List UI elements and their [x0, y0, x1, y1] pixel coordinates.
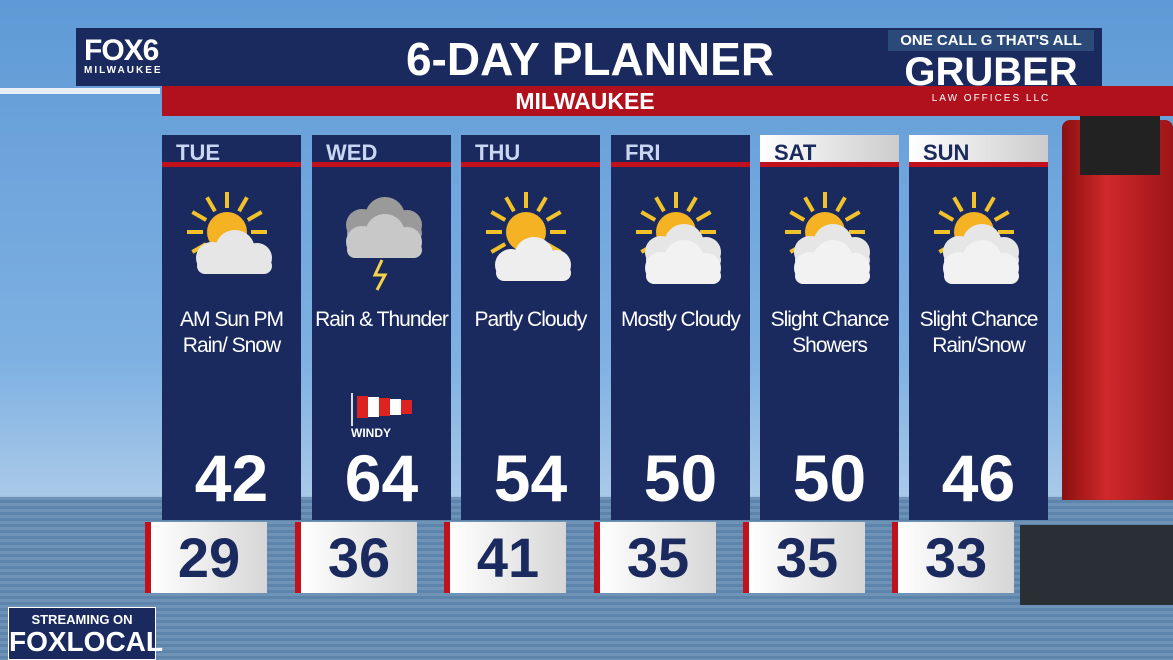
- low-temp: 36: [295, 522, 417, 593]
- day-label: FRI: [611, 135, 750, 167]
- day-card-wed: WED Rain & Thunder WINDY 64: [312, 135, 451, 520]
- windsock-icon: WINDY: [347, 388, 417, 448]
- partly-cloudy-icon: [486, 192, 571, 281]
- sponsor-name: GRUBER: [904, 50, 1078, 94]
- day-card-sun: SUN Slight Chance Rain/Snow 46: [909, 135, 1048, 520]
- day-label: SUN: [909, 135, 1048, 167]
- logo-text: FOX6: [84, 34, 159, 67]
- fox6-logo: FOX6 MILWAUKEE: [84, 36, 163, 76]
- condition-text: AM Sun PM Rain/ Snow: [179, 308, 284, 357]
- lighthouse-lantern: [1080, 115, 1160, 175]
- condition-text: Partly Cloudy: [474, 308, 588, 331]
- day-card-tue: TUE AM Sun PM Rain/ Snow 42: [162, 135, 301, 520]
- sun-cloud-icon: [187, 192, 272, 274]
- low-temp: 29: [145, 522, 267, 593]
- foxlocal-logo: FOXLOCAL: [9, 626, 163, 657]
- pier-image: [1020, 525, 1173, 605]
- mostly-cloudy-icon: [934, 192, 1019, 284]
- low-temp: 33: [892, 522, 1014, 593]
- day-card-thu: THU Partly Cloudy 54: [461, 135, 600, 520]
- day-label: WED: [312, 135, 451, 167]
- condition-text: Slight Chance Showers: [770, 308, 890, 357]
- high-temp: 42: [194, 441, 269, 515]
- condition-text: Slight Chance Rain/Snow: [919, 308, 1039, 357]
- day-card-sat: SAT Slight Chance Showers 50: [760, 135, 899, 520]
- high-temp: 50: [792, 441, 867, 515]
- location-bar: [162, 86, 1173, 116]
- logo-sub: MILWAUKEE: [84, 65, 163, 76]
- sponsor-logo: ONE CALL G THAT'S ALL GRUBER LAW OFFICES…: [882, 30, 1100, 104]
- sponsor-sub: LAW OFFICES LLC: [931, 93, 1051, 104]
- day-label: SAT: [760, 135, 899, 167]
- condition-text: Mostly Cloudy: [621, 308, 741, 331]
- high-temp: 50: [643, 441, 718, 515]
- day-label: TUE: [162, 135, 301, 167]
- high-temp: 54: [493, 441, 568, 515]
- condition-text: Rain & Thunder: [315, 308, 449, 331]
- streaming-badge: STREAMING ON FOXLOCAL: [8, 607, 163, 660]
- day-card-fri: FRI Mostly Cloudy 50: [611, 135, 750, 520]
- high-temp: 64: [344, 441, 419, 515]
- mostly-cloudy-icon: [785, 192, 870, 284]
- low-temp: 41: [444, 522, 566, 593]
- location-label: MILWAUKEE: [515, 88, 655, 114]
- windy-badge: WINDY: [351, 426, 391, 440]
- thunderstorm-icon: [346, 197, 422, 291]
- page-title: 6-DAY PLANNER: [405, 33, 775, 85]
- divider: [0, 88, 160, 94]
- streaming-text: STREAMING ON: [31, 612, 133, 627]
- day-label: THU: [461, 135, 600, 167]
- mostly-cloudy-icon: [636, 192, 721, 284]
- low-temp: 35: [743, 522, 865, 593]
- sponsor-tagline: ONE CALL G THAT'S ALL: [888, 30, 1094, 51]
- low-temp: 35: [594, 522, 716, 593]
- high-temp: 46: [941, 441, 1016, 515]
- lighthouse-image: [1062, 120, 1173, 500]
